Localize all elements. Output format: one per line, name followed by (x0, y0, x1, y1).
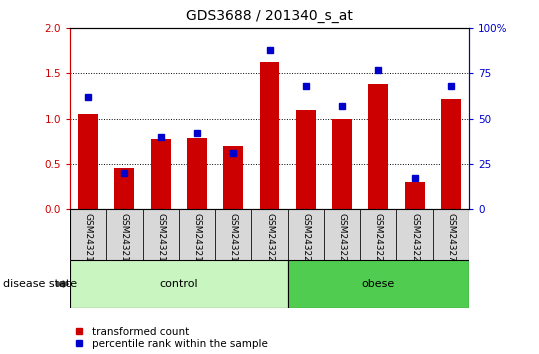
Bar (78, 114, 98, 209)
Bar (324, 209, 360, 260)
Bar (396, 209, 433, 260)
Bar (368, 84, 388, 209)
Text: obese: obese (362, 279, 395, 289)
Text: GSM243215: GSM243215 (84, 213, 93, 268)
Bar (223, 146, 243, 209)
Text: GSM243275: GSM243275 (446, 213, 455, 268)
Bar (288, 209, 324, 260)
Bar (405, 182, 425, 209)
Bar (260, 62, 279, 209)
Bar (187, 138, 207, 209)
Bar (114, 168, 134, 209)
Bar (143, 209, 179, 260)
Text: GSM243226: GSM243226 (337, 213, 347, 268)
Bar (179, 209, 215, 260)
Text: GSM243228: GSM243228 (410, 213, 419, 268)
Bar (151, 139, 171, 209)
Legend: transformed count, percentile rank within the sample: transformed count, percentile rank withi… (75, 327, 268, 349)
Bar (441, 99, 461, 209)
Bar (106, 209, 143, 260)
Text: GSM243219: GSM243219 (229, 213, 238, 268)
Bar (332, 119, 352, 209)
Text: GSM243227: GSM243227 (374, 213, 383, 268)
Bar (70, 209, 106, 260)
Text: GSM243220: GSM243220 (265, 213, 274, 268)
Text: GSM243217: GSM243217 (156, 213, 165, 268)
Text: control: control (160, 279, 198, 289)
Bar (215, 209, 251, 260)
Bar (288, 260, 469, 308)
Text: GDS3688 / 201340_s_at: GDS3688 / 201340_s_at (186, 9, 353, 23)
Bar (360, 209, 396, 260)
Bar (251, 209, 288, 260)
Text: GSM243216: GSM243216 (120, 213, 129, 268)
Bar (70, 260, 288, 308)
Text: GSM243225: GSM243225 (301, 213, 310, 268)
Text: GSM243218: GSM243218 (192, 213, 202, 268)
Text: disease state: disease state (3, 279, 77, 289)
Bar (296, 110, 316, 209)
Bar (433, 209, 469, 260)
